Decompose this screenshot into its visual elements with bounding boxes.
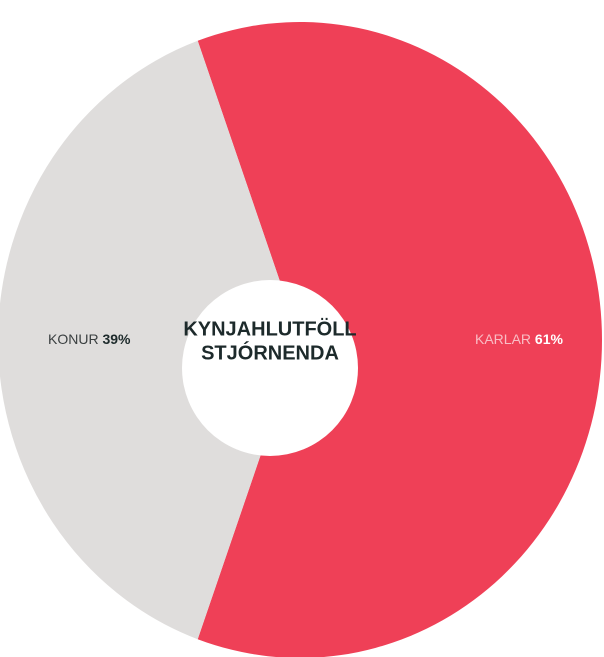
value-label: 61% <box>535 331 564 347</box>
slice-label: KONUR 39% <box>48 331 131 347</box>
chart-title: KYNJAHLUTFÖLL <box>183 317 356 340</box>
slices <box>0 22 602 657</box>
slice-label: KARLAR 61% <box>475 331 563 347</box>
category-label: KONUR <box>48 331 99 347</box>
slice <box>197 22 602 657</box>
chart-title: STJÓRNENDA <box>201 340 339 364</box>
value-label: 39% <box>102 331 131 347</box>
donut-hole <box>182 280 358 456</box>
slice <box>0 40 300 640</box>
category-label: KARLAR <box>475 331 531 347</box>
